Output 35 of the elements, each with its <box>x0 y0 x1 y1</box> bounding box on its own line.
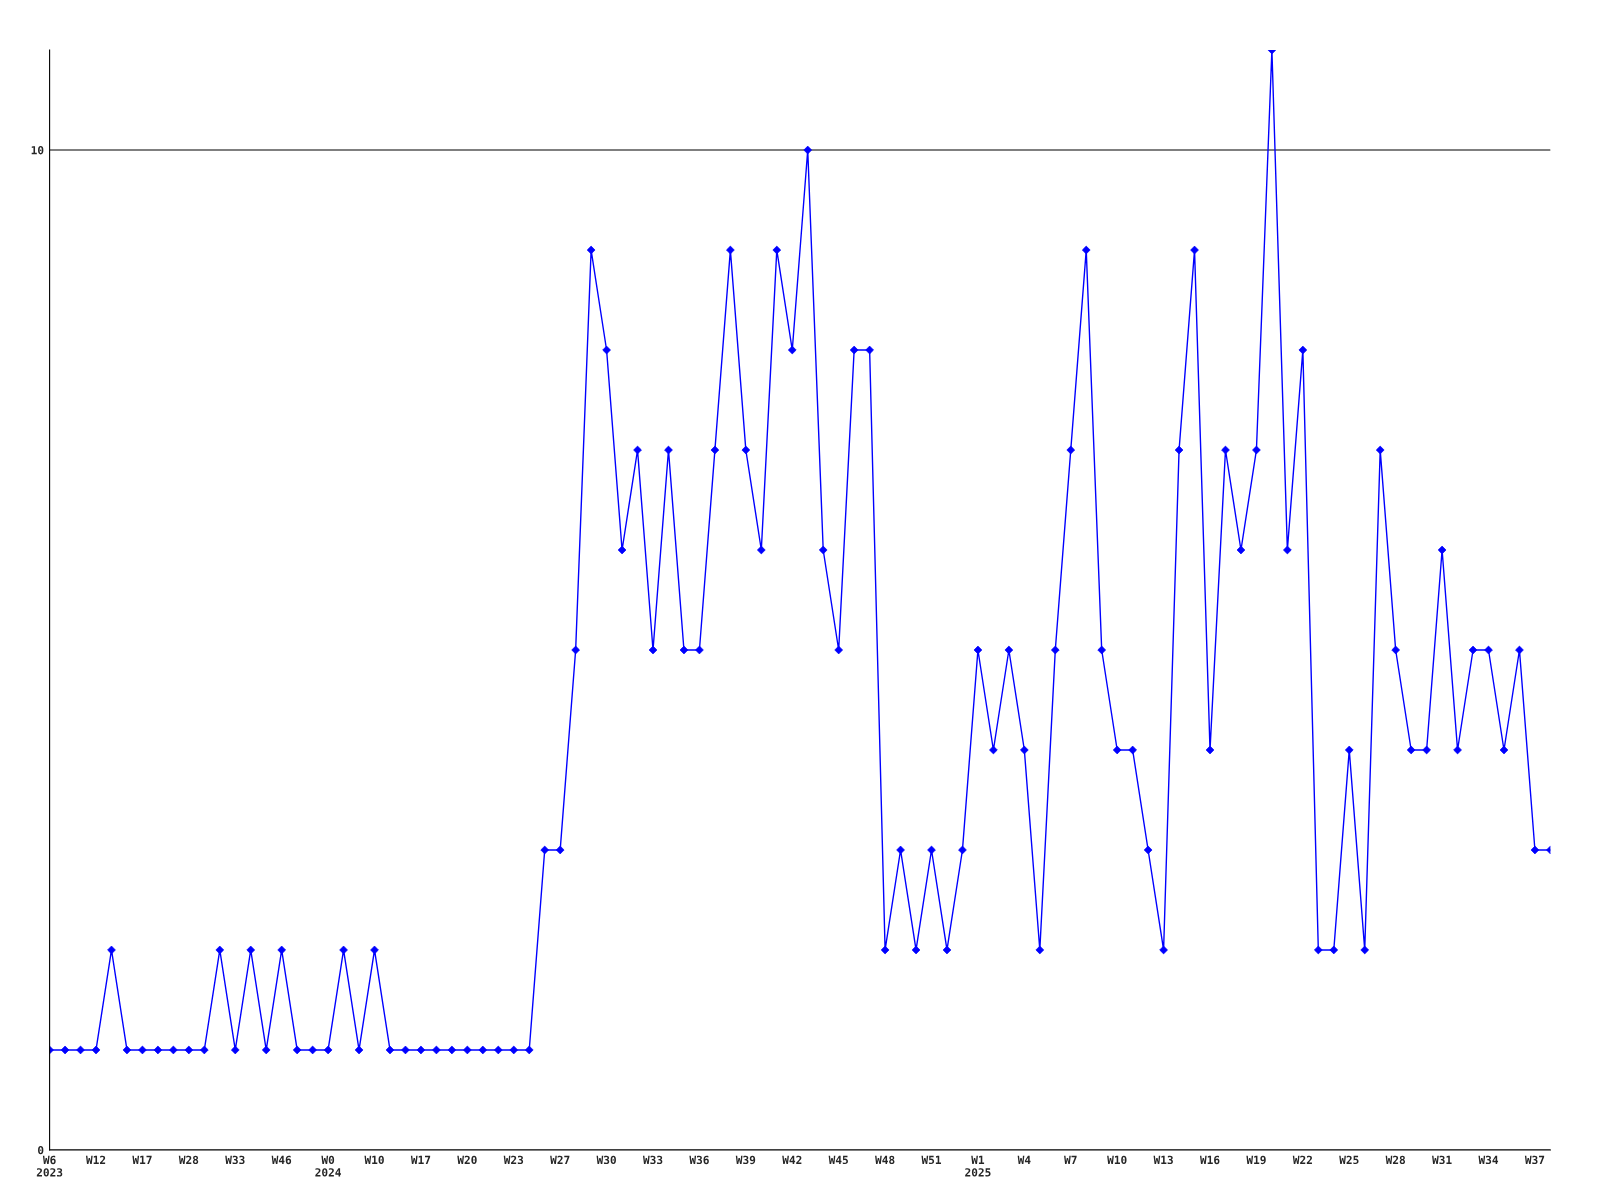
x-tick-label: W7 <box>1064 1155 1077 1164</box>
x-tick-label: W1 2025 <box>965 1155 991 1177</box>
x-tick-label: W45 <box>828 1155 848 1165</box>
x-tick-label: W46 <box>271 1155 292 1165</box>
x-tick-label: W39 <box>735 1155 756 1165</box>
y-tick-label: 0 <box>38 1145 44 1155</box>
x-tick-label: W34 <box>1478 1155 1499 1165</box>
x-tick-label: W17 <box>410 1155 431 1164</box>
x-tick-label: W4 <box>1017 1155 1031 1164</box>
x-tick-label: W16 <box>1199 1155 1220 1165</box>
x-tick-label: W6 2023 <box>36 1155 63 1177</box>
x-tick-label: W48 <box>875 1155 895 1165</box>
x-tick-label: W25 <box>1339 1155 1359 1165</box>
x-tick-label: W0 2024 <box>315 1155 341 1177</box>
x-tick-label: W10 <box>1107 1155 1127 1165</box>
x-tick-label: W19 <box>1246 1155 1266 1165</box>
x-tick-label: W27 <box>550 1155 570 1164</box>
x-tick-label: W22 <box>1292 1155 1312 1164</box>
x-tick-label: W13 <box>1153 1155 1173 1165</box>
x-tick-label: W30 <box>596 1155 616 1165</box>
y-tick-label: 10 <box>31 146 44 155</box>
x-tick-label: W20 <box>457 1155 477 1165</box>
x-tick-label: W17 <box>132 1155 152 1164</box>
x-tick-label: W28 <box>178 1155 199 1165</box>
x-tick-label: W31 <box>1432 1155 1452 1165</box>
x-tick-label: W12 <box>85 1155 106 1164</box>
x-tick-label: W28 <box>1385 1155 1406 1165</box>
x-tick-label: W36 <box>689 1155 709 1165</box>
x-tick-label: W37 <box>1524 1155 1545 1165</box>
x-tick-label: W23 <box>503 1155 524 1165</box>
x-tick-label: W51 <box>921 1155 942 1165</box>
x-tick-label: W33 <box>225 1155 245 1165</box>
x-tick-label: W10 <box>364 1155 384 1165</box>
x-tick-label: W33 <box>642 1155 663 1165</box>
x-tick-label: W42 <box>782 1155 802 1164</box>
